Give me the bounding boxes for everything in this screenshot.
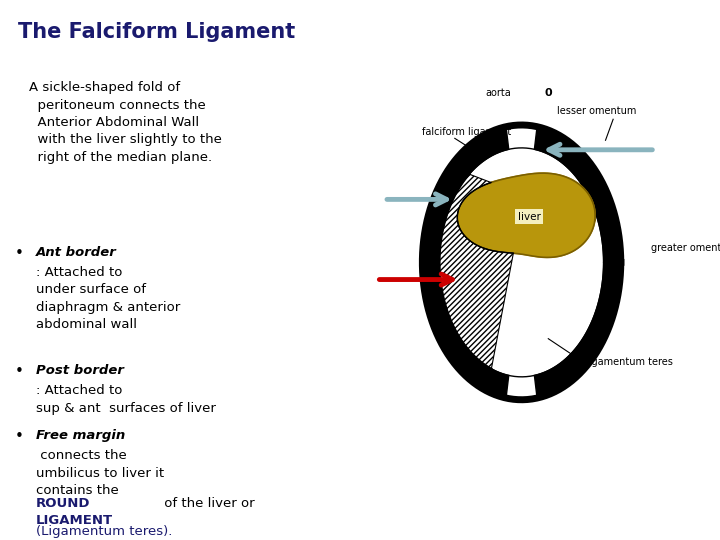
Text: Ant border: Ant border	[36, 246, 117, 259]
Text: connects the
umbilicus to liver it
contains the: connects the umbilicus to liver it conta…	[36, 449, 164, 497]
Text: falciform ligament: falciform ligament	[423, 126, 512, 137]
Text: A sickle-shaped fold of
  peritoneum connects the
  Anterior Abdominal Wall
  wi: A sickle-shaped fold of peritoneum conne…	[29, 81, 222, 164]
Text: ROUND
LIGAMENT: ROUND LIGAMENT	[36, 497, 113, 527]
Text: : Attached to
sup & ant  surfaces of liver: : Attached to sup & ant surfaces of live…	[36, 384, 216, 415]
Polygon shape	[423, 125, 621, 400]
Polygon shape	[439, 148, 603, 377]
Polygon shape	[534, 127, 621, 398]
Text: •: •	[14, 364, 23, 380]
Text: (Ligamentum teres).: (Ligamentum teres).	[36, 525, 172, 538]
Text: greater omentum: greater omentum	[652, 243, 720, 253]
Text: lesser omentum: lesser omentum	[557, 105, 636, 116]
Text: Post border: Post border	[36, 364, 124, 377]
Text: : Attached to
under surface of
diaphragm & anterior
abdominal wall: : Attached to under surface of diaphragm…	[36, 266, 180, 331]
Text: of the liver or: of the liver or	[160, 497, 255, 510]
Text: liver: liver	[518, 212, 541, 221]
Text: •: •	[14, 246, 23, 261]
Polygon shape	[457, 173, 595, 258]
Text: The Falciform Ligament: The Falciform Ligament	[18, 22, 295, 42]
Polygon shape	[423, 127, 509, 398]
Text: Free margin: Free margin	[36, 429, 125, 442]
Text: 0: 0	[544, 89, 552, 98]
Text: aorta: aorta	[486, 89, 511, 98]
Text: •: •	[14, 429, 23, 444]
Text: ligamentum teres: ligamentum teres	[587, 357, 673, 367]
Polygon shape	[439, 174, 513, 369]
